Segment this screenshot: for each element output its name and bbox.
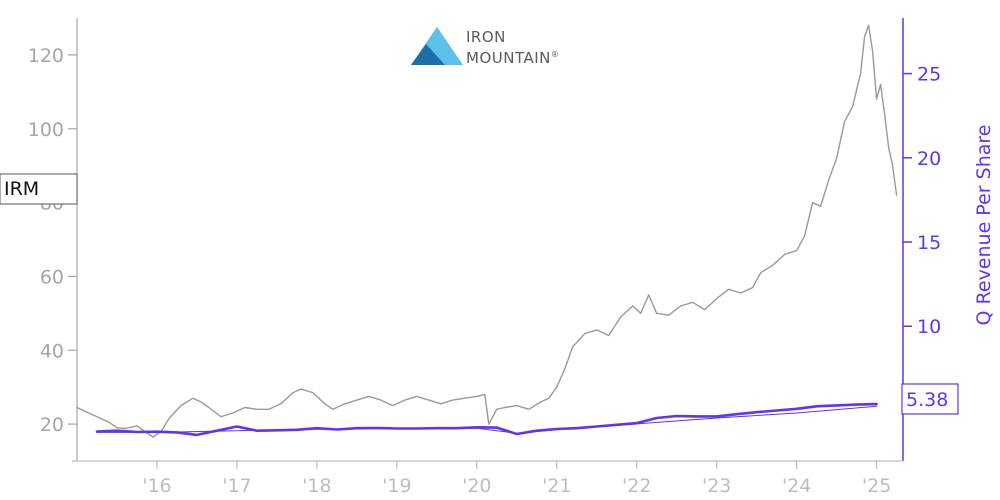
latest-value-label: 5.38	[906, 389, 948, 411]
right-y-axis: 10 15 20 25	[902, 18, 941, 461]
logo-text-line-2: MOUNTAIN®	[466, 49, 559, 67]
left-y-axis: 20406080100120	[28, 18, 78, 461]
x-tick-label: '20	[462, 475, 491, 497]
left-tick-label: 20	[40, 414, 64, 436]
right-tick-label: 20	[917, 148, 941, 170]
ticker-label: IRM	[4, 178, 39, 200]
series-layer	[76, 24, 898, 438]
right-tick-label: 15	[917, 232, 941, 254]
logo-text-line-2-word: MOUNTAIN	[466, 49, 551, 67]
left-tick-label: 60	[40, 266, 64, 288]
right-tick-label: 10	[917, 316, 941, 338]
ticker-badge-box	[0, 173, 78, 205]
left-tick-label: 100	[28, 119, 64, 141]
latest-value-badge-box	[901, 383, 959, 415]
ticker-badge: IRM	[0, 173, 78, 205]
right-tick-label: 25	[917, 64, 941, 86]
right-y-axis-label: Q Revenue Per Share	[973, 125, 995, 326]
left-tick-label: 40	[40, 340, 64, 362]
revenue-per-share-line	[95, 402, 878, 437]
stock-price-line	[76, 24, 898, 438]
x-tick-label: '23	[702, 475, 731, 497]
x-tick-label: '18	[302, 475, 331, 497]
x-tick-label: '19	[382, 475, 411, 497]
iron-mountain-logo: IRON MOUNTAIN®	[411, 27, 559, 67]
x-tick-label: '16	[142, 475, 171, 497]
x-tick-label: '22	[622, 475, 651, 497]
x-tick-label: '21	[542, 475, 571, 497]
x-tick-label: '24	[782, 475, 811, 497]
x-tick-label: '25	[862, 475, 891, 497]
revenue-trend-line	[96, 405, 878, 434]
x-axis: '16 '17 '18 '19 '20 '21 '22 '23 '24 '25	[72, 460, 903, 497]
x-tick-label: '17	[222, 475, 251, 497]
latest-value-badge: 5.38	[901, 383, 959, 415]
logo-mountain-dark-icon	[411, 44, 445, 65]
logo-registered-mark: ®	[551, 50, 560, 59]
logo-text-line-1: IRON	[466, 28, 506, 46]
left-tick-label: 120	[28, 45, 64, 67]
